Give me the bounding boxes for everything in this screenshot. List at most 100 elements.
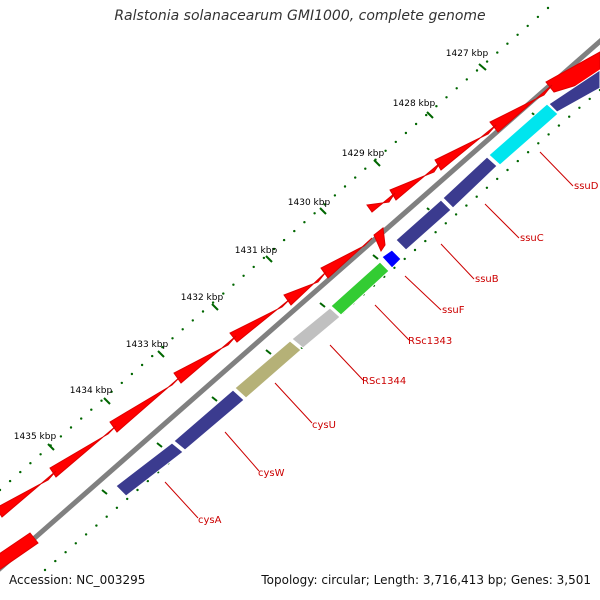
forward-gene-arrow (109, 376, 181, 433)
scale-tick-label: 1432 kbp (181, 293, 224, 303)
scale-tick-outer (265, 255, 273, 263)
scale-tick-outer (478, 63, 487, 71)
scale-dot (384, 149, 387, 152)
scale-tick-outer (373, 159, 381, 167)
scale-dot (19, 470, 22, 474)
scale-dot (303, 221, 306, 224)
forward-gene-arrow (489, 84, 553, 133)
scale-tick-label: 1429 kbp (342, 149, 385, 159)
forward-gene-arrow (0, 532, 39, 570)
gene-leader-line (484, 203, 520, 239)
scale-dot (242, 274, 245, 277)
reverse-gene-feature (442, 156, 498, 209)
scale-dot (171, 337, 174, 340)
scale-dot (252, 265, 255, 269)
scale-dot (588, 97, 591, 101)
forward-gene-arrow (0, 470, 57, 518)
scale-dot (578, 106, 581, 110)
gene-leader-line (440, 243, 475, 280)
scale-dot (69, 426, 73, 429)
forward-gene-arrow (366, 192, 396, 213)
gene-leader-line (539, 151, 574, 187)
scale-dot (506, 168, 509, 172)
gene-leader-line (329, 344, 364, 381)
scale-dot (516, 33, 519, 36)
scale-dot (181, 328, 184, 331)
reverse-gene-feature (173, 389, 245, 451)
scale-tick-inner (211, 396, 218, 402)
scale-dot (29, 462, 32, 465)
gene-label-ssuc: ssuC (520, 233, 544, 244)
scale-dot (161, 346, 164, 349)
scale-dot (354, 176, 357, 179)
scale-dot (343, 185, 347, 188)
scale-dot (282, 238, 286, 242)
scale-dot (0, 488, 2, 492)
gene-leader-line (374, 304, 410, 341)
gene-label-cysw: cysW (258, 468, 285, 479)
scale-dot (80, 417, 83, 420)
scale-dot (201, 310, 205, 313)
scale-dot (568, 115, 571, 118)
forward-gene-arrow (283, 271, 327, 306)
scale-tick-label: 1427 kbp (446, 49, 489, 59)
scale-dot (546, 6, 550, 10)
scale-dot (232, 283, 235, 286)
gene-label-ssuf: ssuF (442, 305, 465, 316)
scale-dot (425, 113, 428, 117)
reverse-gene-feature (291, 307, 341, 349)
scale-tick-label: 1430 kbp (288, 198, 331, 208)
gene-label-cysa: cysA (198, 515, 222, 526)
scale-tick-outer (211, 303, 219, 311)
gene-label-rsc1343: RSc1343 (408, 336, 452, 347)
reverse-gene-feature (395, 199, 452, 251)
gene-leader-line (164, 481, 199, 519)
scale-tick-label: 1428 kbp (393, 99, 436, 109)
scale-tick-label: 1431 kbp (235, 246, 278, 256)
scale-tick-labels: 1427 kbp 1428 kbp 1429 kbp 1430 kbp 1431 kbp… (14, 49, 489, 442)
scale-dot (454, 213, 458, 216)
scale-tick-label: 1433 kbp (126, 340, 169, 350)
scale-dot (100, 399, 103, 402)
scale-tick-inner (101, 489, 108, 495)
scale-tick-inner (319, 302, 326, 308)
gene-label-ssud: ssuD (574, 181, 599, 192)
scale-dot (140, 363, 144, 367)
scale-dot (126, 497, 129, 501)
forward-strand-features (0, 51, 600, 570)
scale-tick-label: 1435 kbp (14, 432, 57, 442)
scale-dot (394, 140, 397, 144)
forward-gene-arrow (389, 162, 441, 201)
scale-dot (110, 390, 113, 393)
scale-tick-inner (156, 442, 163, 448)
reverse-gene-feature (330, 261, 390, 316)
scale-dot (424, 239, 427, 243)
scale-dot (43, 568, 47, 572)
scale-tick-outer (319, 207, 327, 215)
scale-dot (191, 319, 194, 322)
reverse-gene-feature (381, 249, 402, 269)
gene-leader-line (404, 275, 442, 311)
scale-dot (414, 122, 418, 126)
scale-dot (262, 256, 266, 260)
reverse-gene-feature (234, 340, 302, 399)
forward-gene-arrow (49, 425, 117, 478)
scale-dot (272, 247, 276, 251)
scale-dot (293, 229, 296, 233)
reverse-gene-feature (488, 103, 559, 166)
scale-dot (444, 222, 447, 225)
reverse-strand-features (115, 69, 600, 497)
scale-dot (537, 142, 540, 145)
reverse-gene-feature (115, 442, 184, 497)
gene-label-ssub: ssuB (475, 274, 499, 285)
scale-dot (54, 559, 57, 563)
scale-dot (465, 78, 468, 81)
scale-dot (64, 551, 67, 554)
scale-dot (445, 96, 448, 99)
scale-dot (536, 15, 540, 19)
forward-gene-arrow (320, 237, 373, 279)
scale-tick-outer (103, 397, 111, 405)
scale-dot (130, 372, 134, 376)
